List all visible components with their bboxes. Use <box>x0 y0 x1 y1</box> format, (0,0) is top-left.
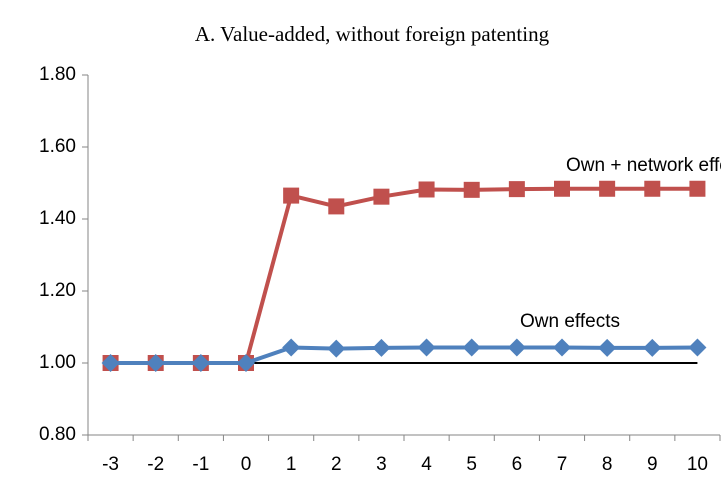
marker <box>327 339 346 358</box>
marker <box>417 338 436 357</box>
x-tick-label: 7 <box>557 454 568 475</box>
x-tick-label: 2 <box>331 454 342 475</box>
marker <box>688 338 707 357</box>
marker <box>508 181 525 198</box>
marker <box>146 354 165 372</box>
series-label: Own + network effects <box>566 155 721 176</box>
marker <box>598 338 617 357</box>
marker <box>554 180 570 197</box>
marker <box>463 181 480 198</box>
chart-title: A. Value-added, without foreign patentin… <box>195 22 550 46</box>
x-tick-label: -2 <box>147 454 164 475</box>
x-tick-label: -1 <box>192 454 209 475</box>
x-tick-label: -3 <box>102 454 119 475</box>
marker <box>462 338 481 357</box>
x-tick-label: 5 <box>466 454 477 475</box>
y-tick-label: 1.80 <box>39 64 76 85</box>
x-tick-label: 3 <box>376 454 387 475</box>
marker <box>507 338 526 357</box>
marker <box>191 354 210 372</box>
marker <box>643 338 662 357</box>
marker <box>418 181 435 198</box>
y-tick-label: 0.80 <box>39 424 76 445</box>
marker <box>372 338 391 357</box>
marker <box>101 354 120 372</box>
marker <box>283 187 300 204</box>
marker <box>328 198 345 215</box>
x-tick-label: 9 <box>647 454 658 475</box>
y-tick-label: 1.40 <box>39 208 76 229</box>
marker <box>553 338 571 357</box>
x-tick-label: 1 <box>286 454 297 475</box>
marker <box>644 180 661 197</box>
y-tick-label: 1.00 <box>39 352 76 373</box>
y-tick-label: 1.20 <box>39 280 76 301</box>
x-tick-label: 8 <box>602 454 613 475</box>
x-tick-label: 4 <box>421 454 432 475</box>
marker <box>689 180 706 197</box>
marker <box>599 180 616 197</box>
marker <box>237 354 255 372</box>
x-tick-label: 6 <box>512 454 523 475</box>
marker <box>282 338 301 357</box>
series-label: Own effects <box>520 311 620 332</box>
series-line <box>110 186 698 365</box>
x-tick-label: 0 <box>241 454 252 475</box>
marker <box>373 188 390 205</box>
y-tick-label: 1.60 <box>39 136 76 157</box>
x-tick-label: 10 <box>687 454 708 475</box>
